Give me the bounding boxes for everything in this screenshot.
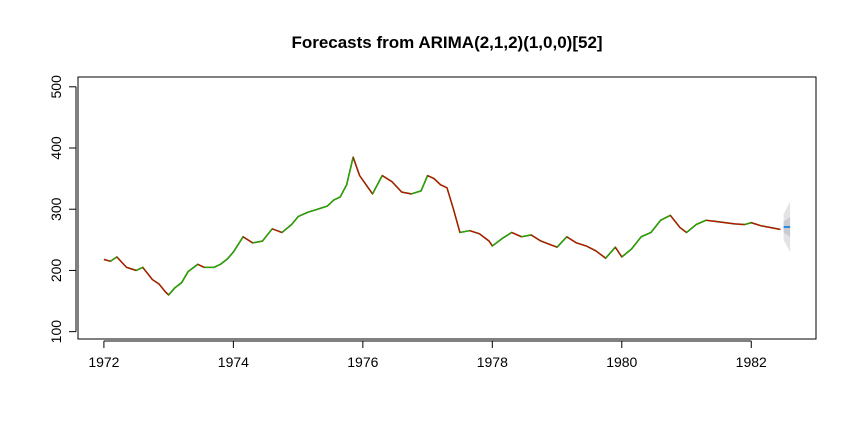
y-tick-label: 500	[48, 75, 64, 99]
y-tick-label: 200	[48, 259, 64, 283]
observed-segment-down	[614, 246, 623, 258]
series-layer	[103, 156, 791, 296]
observed-segment-up	[605, 246, 616, 259]
observed-segment-down	[446, 187, 454, 210]
observed-segment-up	[492, 238, 503, 247]
observed-segment-up	[501, 232, 513, 240]
x-tick-label: 1980	[606, 354, 637, 370]
observed-segment-up	[187, 263, 199, 273]
observed-segment-down	[427, 175, 435, 180]
observed-segment-down	[585, 245, 597, 252]
observed-segment-up	[232, 236, 244, 253]
observed-segment-down	[770, 227, 781, 230]
observed-segment-down	[381, 175, 393, 183]
observed-segment-down	[715, 220, 726, 224]
observed-segment-up	[297, 211, 309, 218]
observed-segment-down	[272, 228, 283, 233]
observed-segment-up	[110, 256, 118, 262]
observed-segment-up	[307, 208, 318, 213]
y-tick-label: 300	[48, 197, 64, 221]
observed-segment-up	[291, 216, 299, 225]
observed-segment-up	[650, 219, 662, 233]
y-tick-label: 100	[48, 320, 64, 344]
observed-segment-down	[760, 225, 771, 229]
observed-segment-down	[595, 250, 606, 259]
observed-segment-down	[440, 184, 448, 189]
x-tick-label: 1978	[477, 354, 508, 370]
observed-segment-up	[281, 224, 292, 233]
observed-segment-down	[391, 181, 403, 193]
observed-segment-up	[136, 266, 143, 271]
observed-segment-down	[530, 234, 542, 242]
observed-segment-up	[326, 199, 335, 207]
chart-title: Forecasts from ARIMA(2,1,2)(1,0,0)[52]	[291, 33, 602, 52]
observed-segment-down	[165, 291, 169, 296]
observed-segment-down	[242, 236, 254, 244]
observed-segment-down	[679, 227, 687, 233]
observed-segment-up	[220, 259, 228, 265]
observed-segment-up	[744, 222, 752, 226]
observed-segment-up	[317, 205, 328, 210]
observed-segment-down	[359, 175, 367, 186]
observed-segment-up	[521, 234, 532, 238]
observed-segment-up	[346, 157, 354, 185]
x-tick-label: 1974	[218, 354, 249, 370]
y-axis: 100 200 300 400 500	[48, 75, 77, 344]
observed-segment-down	[365, 184, 373, 195]
observed-segment-up	[621, 248, 632, 258]
plot-frame	[77, 76, 817, 340]
x-tick-label: 1976	[347, 354, 378, 370]
observed-segment-up	[459, 230, 470, 233]
observed-segment-down	[433, 178, 441, 186]
observed-segment-up	[631, 236, 642, 250]
observed-segment-down	[142, 267, 153, 280]
observed-segment-up	[696, 219, 707, 225]
observed-segment-down	[511, 232, 522, 238]
observed-segment-down	[152, 279, 160, 285]
observed-segment-up	[372, 175, 383, 195]
observed-segment-down	[725, 222, 736, 225]
y-tick-label: 400	[48, 136, 64, 160]
observed-segment-up	[174, 282, 182, 288]
x-axis: 1972 1974 1976 1978 1980 1982	[88, 340, 767, 370]
observed-segment-down	[735, 223, 745, 226]
observed-segment-down	[452, 209, 461, 233]
observed-segment-down	[566, 236, 577, 244]
observed-segment-up	[262, 228, 273, 242]
observed-segment-down	[705, 219, 716, 222]
observed-segment-down	[550, 244, 558, 248]
observed-segment-down	[103, 258, 111, 262]
observed-segment-down	[751, 222, 762, 227]
observed-segment-up	[213, 263, 221, 268]
observed-segment-down	[401, 191, 412, 195]
observed-segment-down	[352, 157, 361, 176]
observed-segment-down	[576, 242, 587, 247]
observed-segment-up	[660, 214, 671, 221]
observed-segment-down	[479, 233, 490, 242]
observed-segment-down	[197, 263, 205, 268]
observed-segment-down	[116, 256, 127, 268]
observed-segment-down	[488, 240, 493, 247]
observed-segment-up	[226, 251, 234, 260]
observed-segment-down	[126, 266, 137, 271]
observed-segment-up	[333, 196, 341, 201]
observed-segment-up	[411, 190, 422, 195]
observed-segment-up	[641, 232, 652, 238]
observed-segment-down	[158, 283, 166, 293]
observed-segment-up	[252, 240, 263, 244]
observed-segment-up	[168, 287, 176, 296]
x-tick-label: 1982	[736, 354, 767, 370]
observed-segment-up	[181, 271, 189, 283]
observed-segment-up	[556, 236, 568, 248]
observed-segment-up	[686, 224, 697, 233]
observed-segment-down	[469, 230, 480, 235]
observed-segment-down	[540, 240, 551, 246]
x-tick-label: 1972	[88, 354, 119, 370]
observed-segment-up	[339, 184, 348, 198]
observed-segment-up	[420, 175, 429, 192]
observed-segment-down	[669, 215, 681, 228]
